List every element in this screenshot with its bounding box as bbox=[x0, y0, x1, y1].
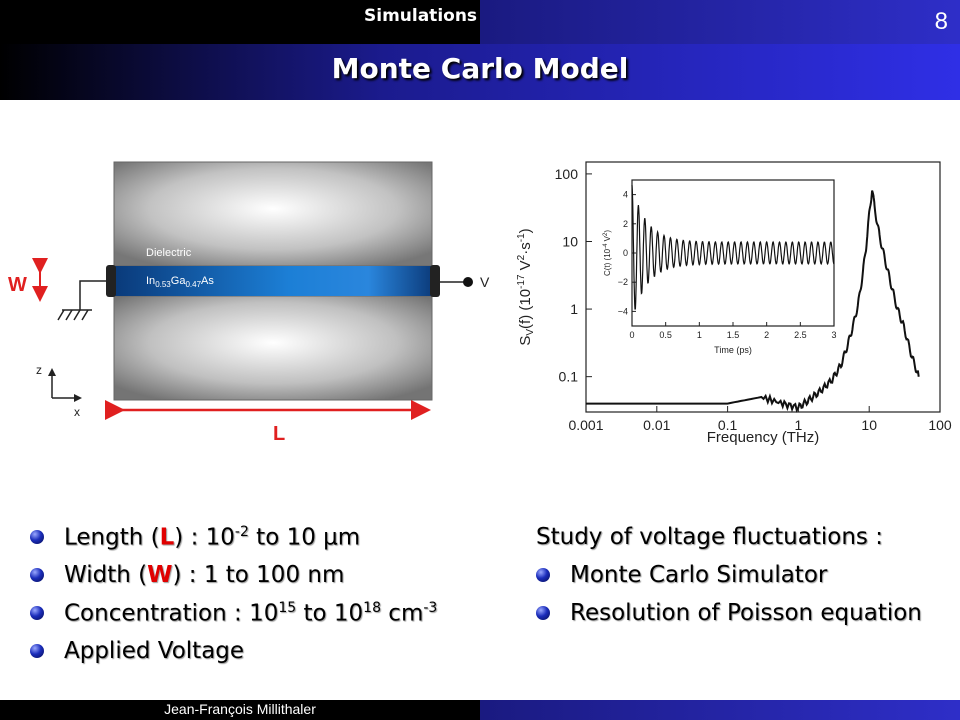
v-terminal bbox=[463, 277, 473, 287]
y-tick-label: 100 bbox=[555, 166, 579, 182]
study-item-text: Monte Carlo Simulator bbox=[570, 562, 828, 588]
header-right-bar bbox=[480, 0, 960, 44]
bullet-icon bbox=[30, 644, 44, 658]
inset-y-tick-label: −2 bbox=[618, 277, 628, 287]
svg-text:C(t) (10-4 V2): C(t) (10-4 V2) bbox=[603, 230, 612, 276]
inset-xlabel: Time (ps) bbox=[714, 345, 752, 355]
inset-x-tick-label: 2.5 bbox=[794, 330, 807, 340]
slide-title: Monte Carlo Model bbox=[331, 52, 629, 85]
inset-x-tick-label: 0.5 bbox=[659, 330, 672, 340]
autocorrelation-curve bbox=[631, 185, 835, 310]
section-label: Simulations bbox=[364, 6, 478, 26]
bullet-icon bbox=[30, 568, 44, 582]
x-tick-label: 100 bbox=[928, 417, 952, 433]
y-tick-label: 0.1 bbox=[559, 369, 579, 385]
footer-left-bar bbox=[0, 700, 480, 720]
inset-x-tick-label: 1 bbox=[697, 330, 702, 340]
l-label: L bbox=[273, 423, 285, 445]
x-tick-label: 0.01 bbox=[643, 417, 670, 433]
study-item: Resolution of Poisson equation bbox=[536, 594, 922, 632]
bullet-icon bbox=[30, 606, 44, 620]
inset-y-tick-label: 0 bbox=[623, 248, 628, 258]
axis-z-arrow bbox=[48, 368, 56, 376]
inset-x-tick-label: 0 bbox=[629, 330, 634, 340]
inset-ylabel: C(t) (10-4 V2) bbox=[603, 230, 612, 276]
study-item: Monte Carlo Simulator bbox=[536, 556, 922, 594]
bullet-voltage: Applied Voltage bbox=[30, 632, 437, 670]
bullet-icon bbox=[30, 530, 44, 544]
y-tick-label: 10 bbox=[562, 233, 578, 249]
x-tick-label: 0.001 bbox=[568, 417, 603, 433]
y-tick-label: 1 bbox=[570, 301, 578, 317]
axis-z-label: z bbox=[36, 363, 42, 377]
inset-x-tick-label: 1.5 bbox=[727, 330, 740, 340]
footer-right-bar bbox=[480, 700, 960, 720]
left-contact bbox=[106, 265, 116, 297]
inset-x-tick-label: 2 bbox=[764, 330, 769, 340]
x-tick-label: 1 bbox=[795, 417, 803, 433]
x-tick-label: 10 bbox=[861, 417, 877, 433]
inset-x-tick-label: 3 bbox=[831, 330, 836, 340]
inset-y-tick-label: −4 bbox=[618, 306, 628, 316]
bullet-width: Width (W) : 1 to 100 nm bbox=[30, 556, 437, 594]
parameter-list: Length (L) : 10-2 to 10 µm Width (W) : 1… bbox=[30, 518, 437, 670]
ground-icon bbox=[57, 280, 106, 321]
dielectric-bottom bbox=[113, 295, 433, 401]
study-item-text: Resolution of Poisson equation bbox=[570, 600, 922, 626]
study-heading: Study of voltage fluctuations : bbox=[536, 524, 883, 550]
channel bbox=[114, 266, 432, 296]
main-xlabel: Frequency (THz) bbox=[707, 429, 820, 446]
w-label: W bbox=[8, 274, 27, 296]
bullet-width-text: Width (W) : 1 to 100 nm bbox=[64, 562, 345, 588]
bullet-length: Length (L) : 10-2 to 10 µm bbox=[30, 518, 437, 556]
footer-author: Jean-François Millithaler bbox=[164, 701, 316, 717]
inset-y-tick-label: 4 bbox=[623, 190, 628, 200]
study-section: Study of voltage fluctuations : Monte Ca… bbox=[536, 518, 922, 632]
main-ylabel: SV(f) (10-17 V2·s-1) bbox=[516, 228, 536, 345]
x-tick-label: 0.1 bbox=[718, 417, 738, 433]
bullet-icon bbox=[536, 606, 550, 620]
spectral-density-curve bbox=[586, 190, 920, 413]
bullet-length-text: Length (L) : 10-2 to 10 µm bbox=[64, 523, 361, 551]
axis-x-label: x bbox=[74, 405, 80, 419]
bullet-voltage-text: Applied Voltage bbox=[64, 638, 245, 664]
device-schematic: Dielectric In0.53Ga0.47As V W L z x bbox=[8, 161, 490, 445]
chart-frame bbox=[585, 161, 941, 413]
material-label: In0.53Ga0.47As bbox=[146, 275, 214, 289]
page-number: 8 bbox=[934, 8, 948, 35]
header-left-bar bbox=[0, 0, 480, 44]
title-bar bbox=[0, 44, 960, 100]
v-label: V bbox=[480, 274, 490, 290]
bullet-concentration: Concentration : 1015 to 1018 cm-3 bbox=[30, 594, 437, 632]
axis-x-arrow bbox=[74, 394, 82, 402]
svg-text:SV(f) (10-17 V2·s-1): SV(f) (10-17 V2·s-1) bbox=[516, 228, 536, 345]
dielectric-label: Dielectric bbox=[146, 247, 192, 259]
bullet-icon bbox=[536, 568, 550, 582]
right-contact bbox=[430, 265, 440, 297]
inset-y-tick-label: 2 bbox=[623, 219, 628, 229]
bullet-concentration-text: Concentration : 1015 to 1018 cm-3 bbox=[64, 599, 438, 627]
